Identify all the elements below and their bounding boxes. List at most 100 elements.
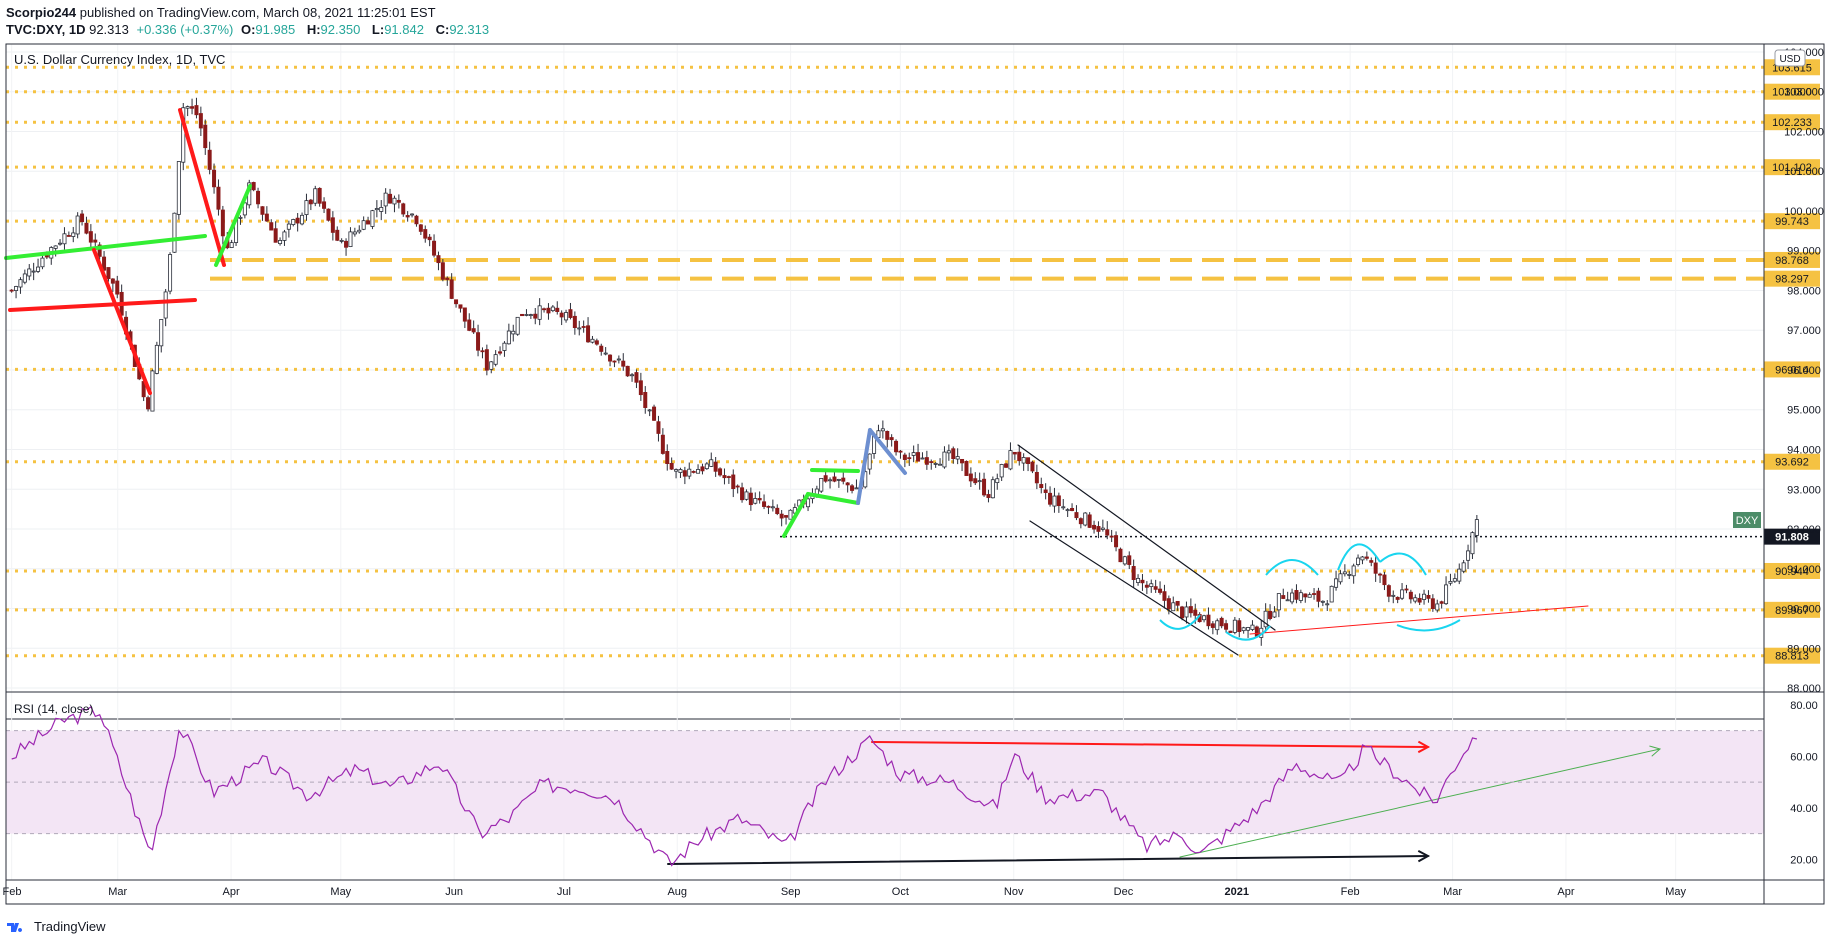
candle-up	[1307, 594, 1312, 598]
candle-down	[929, 461, 934, 463]
candle-up	[603, 352, 608, 355]
candle-down	[1030, 461, 1035, 472]
candle-down	[207, 149, 212, 170]
candle-down	[559, 312, 564, 318]
candle-up	[1444, 584, 1449, 605]
candle-up	[392, 197, 397, 205]
candle-down	[93, 239, 98, 243]
last-price-tag	[1764, 528, 1820, 545]
candle-up	[14, 286, 19, 291]
candle-up	[1232, 619, 1237, 633]
candle-up	[1391, 594, 1396, 597]
candle-down	[612, 360, 617, 363]
open-value: 91.985	[255, 22, 296, 37]
candle-down	[968, 473, 973, 482]
outer-frame	[5, 43, 1825, 905]
candle-down	[1281, 595, 1286, 599]
candle-up	[1461, 562, 1466, 572]
candle-down	[190, 106, 195, 109]
candle-up	[920, 457, 925, 460]
candle-down	[1395, 596, 1400, 600]
candle-up	[374, 208, 379, 211]
rsi-red-arrow-head	[1417, 740, 1431, 754]
candle-up	[1435, 603, 1440, 611]
candle-up	[1466, 550, 1471, 561]
candle-down	[1303, 593, 1308, 598]
candle-up	[489, 361, 494, 370]
candle-up	[379, 207, 384, 212]
candle-down	[1382, 574, 1387, 586]
candle-down	[322, 201, 327, 209]
currency-badge[interactable]: USD	[1774, 49, 1806, 67]
tradingview-logo-icon[interactable]	[6, 920, 28, 934]
candle-up	[564, 312, 569, 321]
candle-down	[480, 350, 485, 353]
footer-brand[interactable]: TradingView	[34, 919, 106, 934]
last-price-label: 91.808	[1775, 532, 1809, 544]
candle-down	[520, 313, 525, 317]
level-label: 102.233	[1772, 117, 1812, 129]
candle-down	[1004, 463, 1009, 468]
y-tick-label: 89.000	[1787, 643, 1821, 655]
candle-down	[462, 307, 467, 322]
candle-down	[1369, 560, 1374, 563]
level-price-tag	[1764, 83, 1820, 100]
support-resistance-levels: 103.615103.000102.233101.10299.74398.768…	[6, 59, 1820, 664]
candle-up	[172, 212, 177, 253]
close-value: 92.313	[449, 22, 490, 37]
candle-up	[880, 428, 885, 432]
candle-up	[348, 231, 353, 248]
open-label: O:	[240, 22, 256, 37]
candle-up	[511, 330, 516, 335]
symbol-badge-text: DXY	[1736, 515, 1759, 527]
candle-up	[515, 316, 520, 335]
candle-up	[1149, 583, 1154, 587]
candle-down	[1140, 579, 1145, 584]
y-tick-label: 96.000	[1787, 365, 1821, 377]
candle-down	[418, 224, 423, 232]
low-label: L:	[371, 22, 385, 37]
candle-down	[625, 365, 630, 377]
candle-down	[1193, 609, 1198, 616]
candle-down	[841, 477, 846, 482]
candle-down	[471, 328, 476, 333]
high-value: 92.350	[320, 22, 361, 37]
candle-up	[1413, 597, 1418, 602]
publish-line: Scorpio244 published on TradingView.com,…	[6, 4, 436, 22]
candle-up	[537, 305, 542, 320]
candle-down	[568, 309, 573, 318]
candle-up	[1474, 519, 1479, 536]
candle-down	[533, 313, 538, 319]
cyan-arc	[1396, 619, 1461, 632]
candle-down	[1034, 471, 1039, 484]
candle-down	[1144, 584, 1149, 588]
candle-up	[999, 464, 1004, 478]
level-label: 101.102	[1772, 162, 1812, 174]
candle-down	[581, 326, 586, 328]
candle-up	[678, 469, 683, 473]
candle-down	[1105, 529, 1110, 536]
candle-down	[467, 319, 472, 331]
candle-down	[1206, 614, 1211, 627]
level-price-tag	[1764, 562, 1820, 579]
symbol-line: TVC:DXY, 1D 92.313 +0.336 (+0.37%) O:91.…	[6, 21, 497, 39]
candle-up	[339, 240, 344, 242]
drawn-annotations	[4, 108, 1662, 865]
author-name[interactable]: Scorpio244	[6, 5, 77, 20]
candle-up	[361, 220, 366, 230]
candle-down	[718, 468, 723, 476]
candle-down	[757, 498, 762, 501]
candle-down	[1430, 598, 1435, 610]
publish-info: published on TradingView.com, March 08, …	[79, 5, 436, 20]
candle-up	[977, 480, 982, 483]
candle-up	[867, 453, 872, 470]
red-trendline	[8, 298, 197, 312]
candle-down	[691, 471, 696, 473]
candle-up	[828, 479, 833, 482]
candle-down	[330, 217, 335, 233]
x-tick-label: Feb	[3, 886, 22, 898]
candle-down	[414, 215, 419, 225]
candle-down	[1364, 556, 1369, 559]
candle-up	[352, 231, 357, 235]
